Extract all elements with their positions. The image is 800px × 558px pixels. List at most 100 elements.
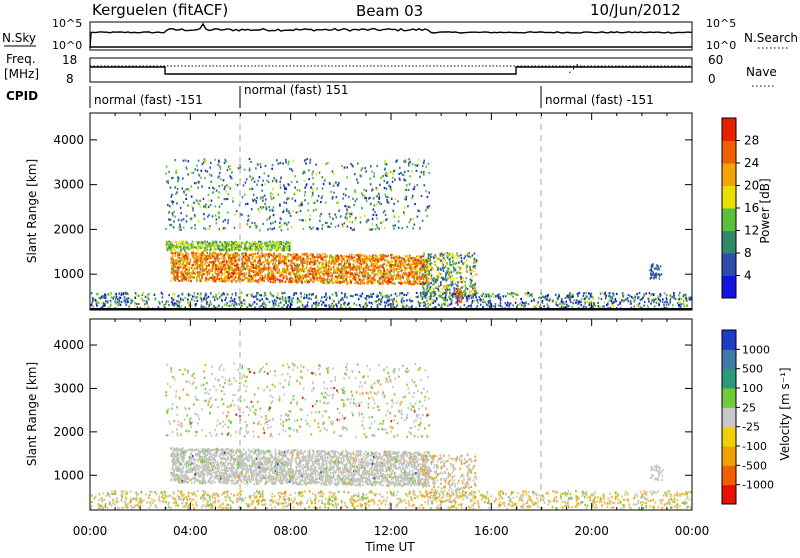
heatmap-cell <box>208 272 211 276</box>
heatmap-cell <box>300 300 302 303</box>
heatmap-cell <box>375 195 378 198</box>
heatmap-cell <box>412 188 415 191</box>
heatmap-cell <box>272 255 274 258</box>
heatmap-cell <box>411 305 413 308</box>
heatmap-cell <box>445 272 447 275</box>
heatmap-cell <box>218 253 221 257</box>
heatmap-cell <box>218 159 220 162</box>
heatmap-cell <box>380 221 382 224</box>
heatmap-cell <box>340 263 343 266</box>
heatmap-cell <box>171 270 174 273</box>
heatmap-cell <box>275 259 277 262</box>
heatmap-cell <box>391 254 394 257</box>
heatmap-cell <box>460 300 462 303</box>
heatmap-cell <box>383 187 386 190</box>
heatmap-cell <box>455 292 458 295</box>
heatmap-cell <box>297 211 299 214</box>
heatmap-cell <box>471 300 474 303</box>
heatmap-cell <box>240 245 242 248</box>
heatmap-cell <box>218 245 221 248</box>
heatmap-cell <box>209 257 211 260</box>
heatmap-cell <box>425 279 428 282</box>
heatmap-cell <box>690 297 692 301</box>
heatmap-cell <box>246 277 249 280</box>
heatmap-cell <box>254 266 256 270</box>
heatmap-cell <box>263 241 266 244</box>
heatmap-cell <box>278 244 280 247</box>
heatmap-cell <box>423 265 425 268</box>
heatmap-cell <box>563 303 566 306</box>
heatmap-cell <box>469 285 471 288</box>
heatmap-cell <box>349 306 352 309</box>
heatmap-cell <box>333 300 335 303</box>
heatmap-cell <box>472 289 475 292</box>
freq-tick-low: 8 <box>66 72 74 86</box>
heatmap-cell <box>415 291 418 295</box>
heatmap-cell <box>427 269 430 272</box>
heatmap-cell <box>546 298 549 301</box>
heatmap-cell <box>397 281 400 284</box>
heatmap-cell <box>274 220 277 223</box>
heatmap-cell <box>97 292 99 295</box>
heatmap-cell <box>354 191 357 194</box>
heatmap-cell <box>238 241 240 244</box>
heatmap-cell <box>611 303 614 306</box>
heatmap-cell <box>678 306 681 309</box>
heatmap-cell <box>236 242 238 245</box>
heatmap-cell <box>182 257 184 261</box>
heatmap-cell <box>254 252 257 255</box>
heatmap-cell <box>383 274 385 277</box>
heatmap-cell <box>326 265 328 268</box>
heatmap-cell <box>244 260 247 263</box>
heatmap-cell <box>420 275 423 278</box>
heatmap-cell <box>203 272 206 276</box>
heatmap-cell <box>323 274 326 277</box>
heatmap-cell <box>572 302 574 305</box>
heatmap-cell <box>446 291 448 294</box>
heatmap-cell <box>294 199 297 202</box>
heatmap-cell <box>373 281 376 284</box>
heatmap-cell <box>318 256 320 259</box>
heatmap-cell <box>447 277 449 280</box>
heatmap-cell <box>183 247 185 250</box>
heatmap-cell <box>284 291 286 294</box>
heatmap-cell <box>173 263 176 266</box>
noise-panel: N.Sky 10^5 10^0 10^5 10^0 N.Search <box>2 17 798 52</box>
heatmap-cell <box>445 291 447 295</box>
heatmap-cell <box>323 278 326 281</box>
heatmap-cell <box>255 265 258 268</box>
heatmap-cell <box>280 176 282 179</box>
heatmap-cell <box>270 245 273 248</box>
heatmap-cell <box>125 303 128 306</box>
heatmap-cell <box>180 242 182 246</box>
heatmap-cell <box>374 258 377 261</box>
heatmap-cell <box>348 302 350 305</box>
heatmap-cell <box>411 170 413 173</box>
heatmap-cell <box>202 269 205 272</box>
heatmap-cell <box>690 296 692 299</box>
heatmap-cell <box>396 159 399 162</box>
heatmap-cell <box>318 272 320 275</box>
heatmap-cell <box>476 305 479 308</box>
heatmap-cell <box>221 268 223 271</box>
heatmap-cell <box>278 302 280 305</box>
heatmap-cell <box>232 245 234 248</box>
heatmap-cell <box>393 227 395 230</box>
heatmap-cell <box>406 263 408 266</box>
heatmap-cell <box>367 258 369 261</box>
heatmap-cell <box>288 280 290 283</box>
heatmap-cell <box>254 242 256 245</box>
heatmap-cell <box>227 294 230 297</box>
heatmap-cell <box>283 209 285 212</box>
heatmap-cell <box>168 245 171 248</box>
heatmap-cell <box>401 262 403 265</box>
heatmap-cell <box>138 302 140 306</box>
heatmap-cell <box>259 229 261 232</box>
heatmap-cell <box>406 267 408 270</box>
heatmap-cell <box>208 242 211 245</box>
heatmap-cell <box>275 300 277 303</box>
heatmap-cell <box>232 256 235 259</box>
heatmap-cell <box>384 271 386 274</box>
heatmap-cell <box>240 242 242 245</box>
heatmap-cell <box>404 269 406 272</box>
